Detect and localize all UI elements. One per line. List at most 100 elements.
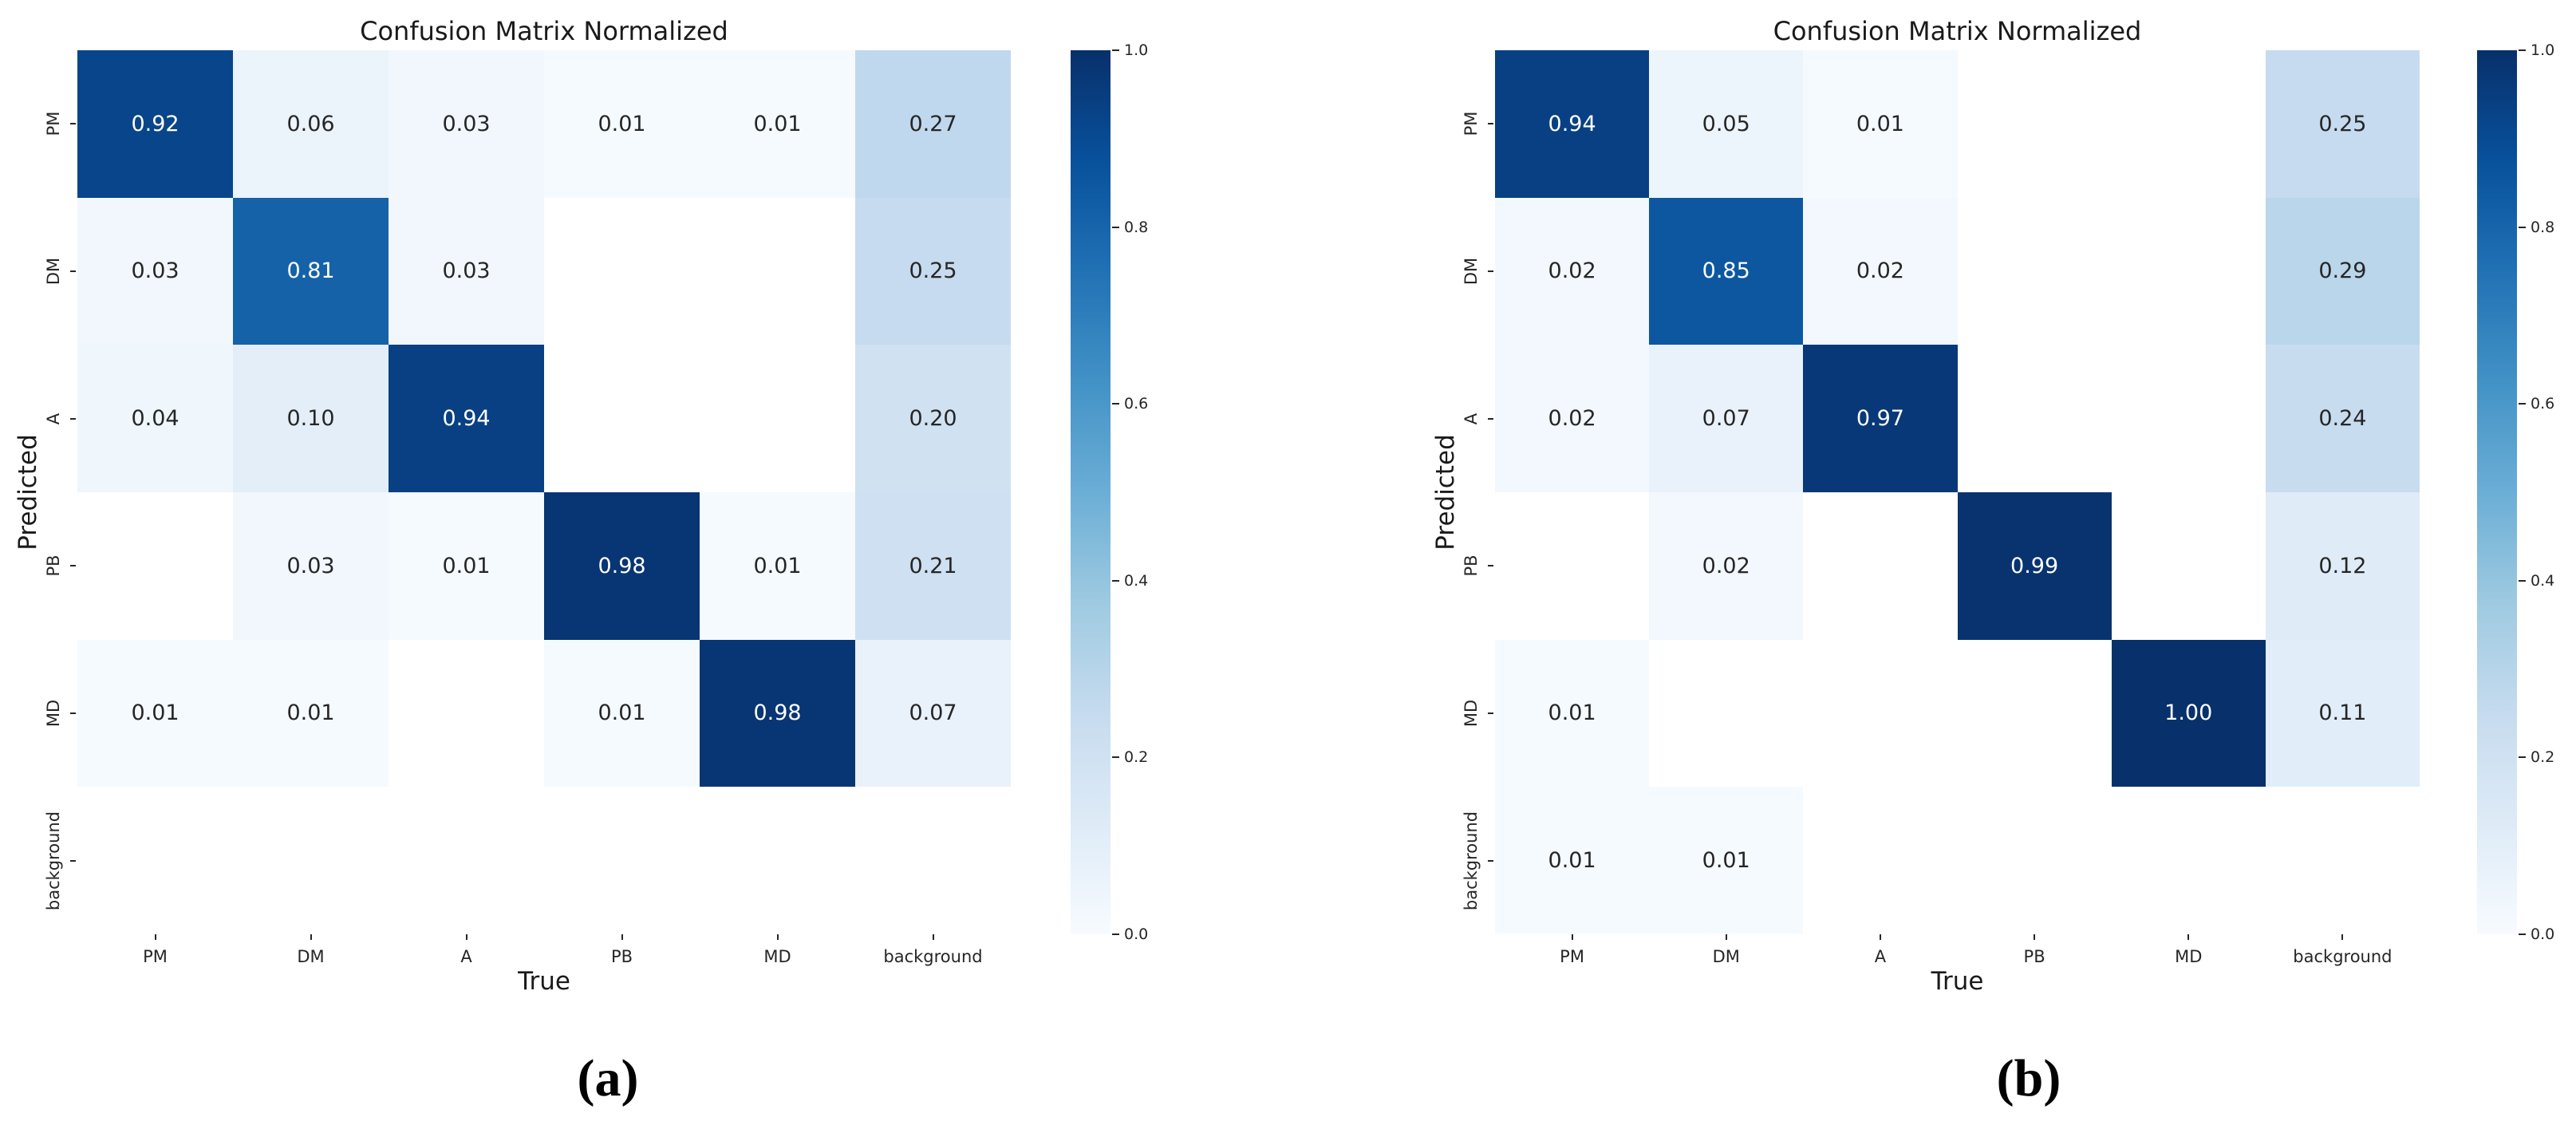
- colorbar-tick-mark: [2519, 756, 2526, 759]
- colorbar-tick-label-0.2: 0.2: [1124, 748, 1149, 767]
- matrix-cell-background-PM: 0.01: [1495, 787, 1650, 934]
- matrix-cell-MD-DM: [1649, 639, 1804, 787]
- matrix-cell-background-PB: [1957, 787, 2112, 934]
- matrix-cell-PB-A: 0.01: [389, 492, 544, 640]
- x-tick-mark: [154, 934, 156, 940]
- x-tick-mark: [932, 934, 934, 940]
- y-tick-mark: [70, 565, 76, 567]
- y-tick-label-A: A: [44, 412, 63, 424]
- x-tick-label-PM: PM: [143, 947, 168, 966]
- colorbar-tick-labels: 1.0 0.8 0.6 0.4 0.2 0.0: [1110, 41, 1182, 943]
- subfigure-caption-b: (b): [1996, 1049, 2061, 1107]
- x-tick-label-DM: DM: [297, 947, 325, 966]
- colorbar-tick-labels: 1.0 0.8 0.6 0.4 0.2 0.0: [2517, 41, 2576, 943]
- matrix-cell-PB-PM: [77, 492, 233, 640]
- y-tick-mark: [1488, 712, 1493, 714]
- colorbar-tick-mark: [2519, 226, 2526, 228]
- x-axis-label: True: [518, 967, 570, 996]
- colorbar-tick-label-0.8: 0.8: [2531, 218, 2555, 236]
- matrix-cell-PM-A: 0.03: [389, 50, 544, 198]
- x-tick-label-background: background: [883, 947, 983, 966]
- x-tick-mark: [310, 934, 312, 940]
- matrix-cell-DM-A: 0.02: [1803, 197, 1958, 345]
- x-tick-mark: [1571, 934, 1573, 940]
- x-tick-label-PM: PM: [1560, 947, 1584, 966]
- colorbar-tick-mark: [1112, 934, 1119, 935]
- x-axis-tick-labels: PM DM A PB MD background: [1495, 934, 2420, 1022]
- y-tick-label-PM: PM: [44, 111, 63, 136]
- colorbar-tick-label-0.6: 0.6: [2531, 395, 2555, 413]
- matrix-cell-PB-A: [1803, 492, 1958, 640]
- y-tick-mark: [70, 270, 76, 272]
- matrix-cell-PM-background: 0.25: [2265, 50, 2420, 198]
- colorbar-tick-label-0.4: 0.4: [2531, 571, 2555, 590]
- matrix-cell-A-DM: 0.10: [233, 345, 389, 492]
- matrix-cell-A-A: 0.97: [1803, 345, 1958, 492]
- y-tick-label-PB: PB: [44, 555, 63, 577]
- x-tick-mark: [465, 934, 467, 940]
- matrix-cell-A-background: 0.24: [2265, 345, 2420, 492]
- matrix-cell-DM-PM: 0.03: [77, 197, 233, 345]
- matrix-cell-A-PB: [1957, 345, 2112, 492]
- x-tick-label-MD: MD: [763, 947, 791, 966]
- y-axis-label: Predicted: [1431, 434, 1460, 551]
- matrix-cell-PB-PM: [1495, 492, 1650, 640]
- y-axis-label: Predicted: [14, 434, 42, 551]
- colorbar-tick-label-0.0: 0.0: [2531, 926, 2555, 943]
- colorbar-tick-label-1.0: 1.0: [1124, 41, 1149, 59]
- colorbar-tick-mark: [2519, 49, 2526, 51]
- matrix-cell-MD-background: 0.07: [855, 639, 1011, 787]
- x-tick-mark: [1879, 934, 1881, 940]
- colorbar-tick-label-0.2: 0.2: [2531, 748, 2555, 767]
- y-tick-label-DM: DM: [1462, 257, 1481, 286]
- y-tick-mark: [1488, 270, 1493, 272]
- subfigure-caption-a: (a): [577, 1049, 639, 1107]
- matrix-cell-DM-MD: [700, 197, 855, 345]
- matrix-cell-PM-PM: 0.92: [77, 50, 233, 198]
- matrix-cell-PM-DM: 0.06: [233, 50, 389, 198]
- x-tick-label-MD: MD: [2175, 947, 2203, 966]
- x-tick-label-background: background: [2293, 947, 2393, 966]
- matrix-cell-PM-PM: 0.94: [1495, 50, 1650, 198]
- matrix-cell-PM-MD: 0.01: [700, 50, 855, 198]
- colorbar-tick-label-0.6: 0.6: [1124, 395, 1149, 413]
- matrix-cell-MD-PM: 0.01: [1495, 639, 1650, 787]
- matrix-cell-MD-A: [389, 639, 544, 787]
- x-tick-mark: [2341, 934, 2344, 940]
- matrix-cell-PB-MD: [2111, 492, 2266, 640]
- x-tick-mark: [776, 934, 779, 940]
- matrix-cell-PM-PB: 0.01: [544, 50, 700, 198]
- matrix-cell-DM-DM: 0.81: [233, 197, 389, 345]
- y-tick-mark: [70, 859, 76, 862]
- colorbar-tick-mark: [2519, 934, 2526, 935]
- x-axis-label: True: [1931, 967, 1984, 996]
- x-tick-label-A: A: [1874, 947, 1887, 966]
- y-tick-label-DM: DM: [44, 257, 63, 286]
- y-tick-label-background: background: [44, 811, 63, 910]
- matrix-cell-PB-DM: 0.03: [233, 492, 389, 640]
- matrix-cell-PM-MD: [2111, 50, 2266, 198]
- matrix-cell-DM-PB: [1957, 197, 2112, 345]
- x-tick-label-PB: PB: [610, 947, 633, 966]
- y-tick-mark: [1488, 123, 1493, 125]
- colorbar-tick-label-0.0: 0.0: [1124, 926, 1149, 943]
- y-tick-mark: [70, 417, 76, 420]
- heatmap-grid: 0.92 0.06 0.03 0.01 0.01 0.27 0.03 0.81 0.03 0.25…: [77, 50, 1011, 934]
- matrix-cell-MD-PM: 0.01: [77, 639, 233, 787]
- colorbar: [2477, 50, 2517, 934]
- matrix-cell-background-PB: [544, 787, 700, 934]
- y-tick-label-background: background: [1462, 811, 1481, 910]
- matrix-cell-DM-PB: [544, 197, 700, 345]
- matrix-cell-PB-PB: 0.99: [1957, 492, 2112, 640]
- matrix-cell-DM-background: 0.29: [2265, 197, 2420, 345]
- y-axis-tick-labels: PM DM A PB MD background: [22, 50, 77, 934]
- matrix-cell-DM-PM: 0.02: [1495, 197, 1650, 345]
- matrix-cell-A-background: 0.20: [855, 345, 1011, 492]
- y-axis-tick-labels: PM DM A PB MD background: [1439, 50, 1495, 934]
- matrix-cell-MD-MD: 0.98: [700, 639, 855, 787]
- x-tick-label-DM: DM: [1712, 947, 1740, 966]
- matrix-cell-background-MD: [700, 787, 855, 934]
- y-tick-label-A: A: [1462, 412, 1481, 424]
- matrix-cell-A-DM: 0.07: [1649, 345, 1804, 492]
